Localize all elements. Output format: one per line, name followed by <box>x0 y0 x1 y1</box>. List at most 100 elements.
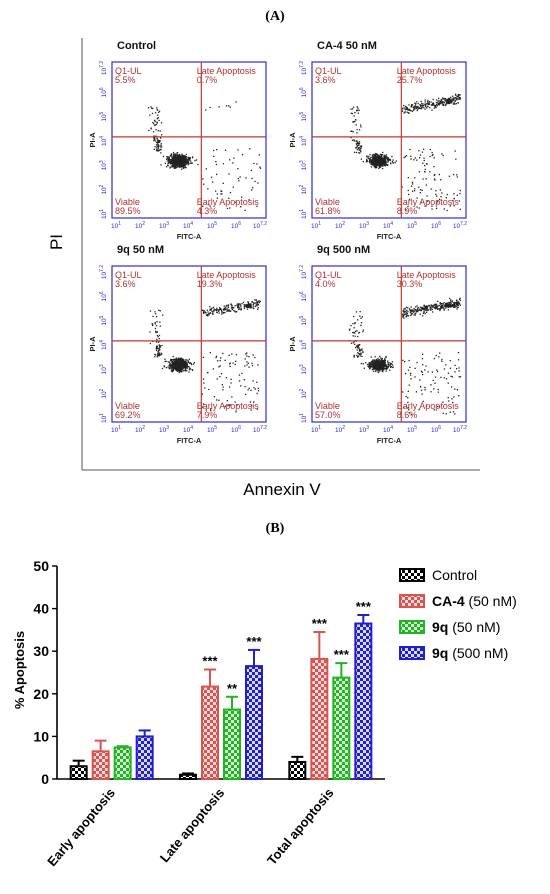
event-dot <box>259 166 261 168</box>
event-dot <box>183 159 185 161</box>
event-dot <box>377 363 380 365</box>
quadrant-lr-label: Early Apoptosis <box>397 401 460 411</box>
event-dot <box>177 164 179 166</box>
event-dot <box>184 367 187 369</box>
event-dot <box>417 308 419 310</box>
event-dot <box>419 313 421 315</box>
event-dot <box>376 164 378 167</box>
event-dot <box>175 368 177 370</box>
event-dot <box>446 101 448 103</box>
event-dot <box>181 159 183 162</box>
event-dot <box>458 376 460 378</box>
event-dot <box>355 311 358 313</box>
event-dot <box>246 304 248 307</box>
event-dot <box>156 141 158 144</box>
event-dot <box>385 357 387 359</box>
event-dot <box>170 160 172 162</box>
event-dot <box>214 309 217 311</box>
event-dot <box>181 371 183 373</box>
event-dot <box>439 198 441 200</box>
event-dot <box>352 342 354 344</box>
event-dot <box>359 350 361 352</box>
event-dot <box>408 359 410 362</box>
significance-label: ** <box>227 681 238 696</box>
event-dot <box>457 302 459 304</box>
event-dot <box>185 161 187 163</box>
event-dot <box>212 181 214 183</box>
event-dot <box>426 307 428 309</box>
event-dot <box>157 348 159 350</box>
legend-entry: 9q (500 nM) <box>432 645 508 661</box>
event-dot <box>432 311 434 313</box>
event-dot <box>356 128 358 131</box>
event-dot <box>182 162 185 164</box>
event-dot <box>458 395 460 397</box>
event-dot <box>164 162 166 164</box>
event-dot <box>438 173 440 176</box>
event-dot <box>438 97 440 100</box>
event-dot <box>235 101 237 103</box>
event-dot <box>218 312 220 314</box>
event-dot <box>172 368 174 370</box>
event-dot <box>178 366 180 368</box>
event-dot <box>410 378 412 380</box>
event-dot <box>417 307 420 309</box>
event-dot <box>443 208 445 210</box>
event-dot <box>456 302 458 304</box>
event-dot <box>380 162 382 165</box>
event-dot <box>179 160 181 162</box>
event-dot <box>169 364 171 366</box>
scatter-dots <box>147 101 262 211</box>
event-dot <box>371 162 374 164</box>
event-dot <box>388 361 390 364</box>
event-dot <box>415 103 417 105</box>
event-dot <box>403 107 405 109</box>
event-dot <box>357 319 359 321</box>
event-dot <box>206 309 208 311</box>
event-dot <box>459 297 461 299</box>
event-dot <box>188 158 190 161</box>
event-dot <box>152 324 154 327</box>
event-dot <box>178 161 180 163</box>
event-dot <box>457 359 460 361</box>
event-dot <box>147 107 150 109</box>
plot-title: Control <box>117 40 156 52</box>
event-dot <box>422 364 424 366</box>
event-dot <box>179 157 181 159</box>
bar <box>113 746 132 780</box>
event-dot <box>379 369 381 371</box>
event-dot <box>184 369 187 371</box>
event-dot <box>435 354 437 357</box>
event-dot <box>459 304 462 306</box>
event-dot <box>154 138 156 140</box>
event-dot <box>172 155 175 157</box>
event-dot <box>370 361 372 364</box>
event-dot <box>184 370 186 372</box>
event-dot <box>352 335 354 337</box>
event-dot <box>379 164 381 166</box>
event-dot <box>156 149 158 151</box>
event-dot <box>180 156 182 158</box>
event-dot <box>380 359 382 361</box>
event-dot <box>235 354 238 356</box>
event-dot <box>178 368 181 370</box>
event-dot <box>362 363 364 365</box>
event-dot <box>209 306 211 308</box>
event-dot <box>430 307 432 309</box>
event-dot <box>228 173 230 175</box>
event-dot <box>172 365 174 368</box>
event-dot <box>419 309 422 311</box>
event-dot <box>416 109 418 112</box>
event-dot <box>419 379 421 381</box>
event-dot <box>353 356 355 358</box>
event-dot <box>424 103 426 105</box>
event-dot <box>417 105 419 108</box>
event-dot <box>448 306 450 308</box>
event-dot <box>229 106 231 108</box>
event-dot <box>237 168 239 170</box>
event-dot <box>255 302 257 304</box>
event-dot <box>229 362 231 364</box>
event-dot <box>416 361 418 364</box>
x-tick-label: 104 <box>183 425 193 434</box>
event-dot <box>256 305 258 307</box>
